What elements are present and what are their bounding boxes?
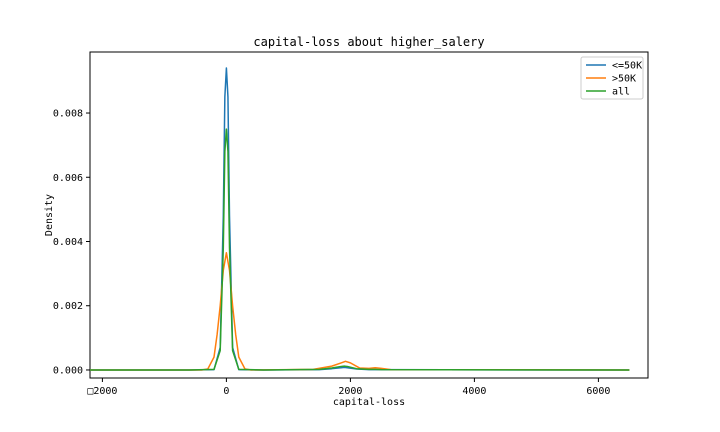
- plot-area: [89, 51, 649, 379]
- series-line-1: [90, 251, 630, 371]
- x-tick-label: 4000: [462, 386, 486, 397]
- y-tick-label: 0.004: [53, 237, 83, 248]
- axis-ticks: □2000 0 2000 4000 6000 0.000 0.002 0.004 0.006 0.…: [53, 109, 611, 397]
- y-tick-label: 0.002: [53, 301, 83, 312]
- x-tick-label: 6000: [586, 386, 610, 397]
- series-lines: [90, 67, 630, 371]
- y-tick-label: 0.006: [53, 173, 83, 184]
- chart-title: capital-loss about higher_salery: [253, 35, 484, 49]
- y-axis-label: Density: [44, 194, 55, 236]
- legend-label: <=50K: [612, 61, 642, 72]
- y-tick-label: 0.000: [53, 365, 83, 376]
- x-tick-label: 2000: [338, 386, 362, 397]
- legend-label: all: [612, 87, 630, 98]
- x-axis-label: capital-loss: [333, 397, 405, 408]
- legend-label: >50K: [612, 74, 636, 85]
- legend-box: [580, 56, 644, 100]
- series-line-2: [90, 128, 630, 371]
- legend: <=50K >50K all: [580, 56, 644, 100]
- series-line-0: [90, 67, 630, 371]
- x-tick-label: 0: [223, 386, 229, 397]
- y-tick-label: 0.008: [53, 109, 83, 120]
- x-tick-label: □2000: [87, 386, 117, 397]
